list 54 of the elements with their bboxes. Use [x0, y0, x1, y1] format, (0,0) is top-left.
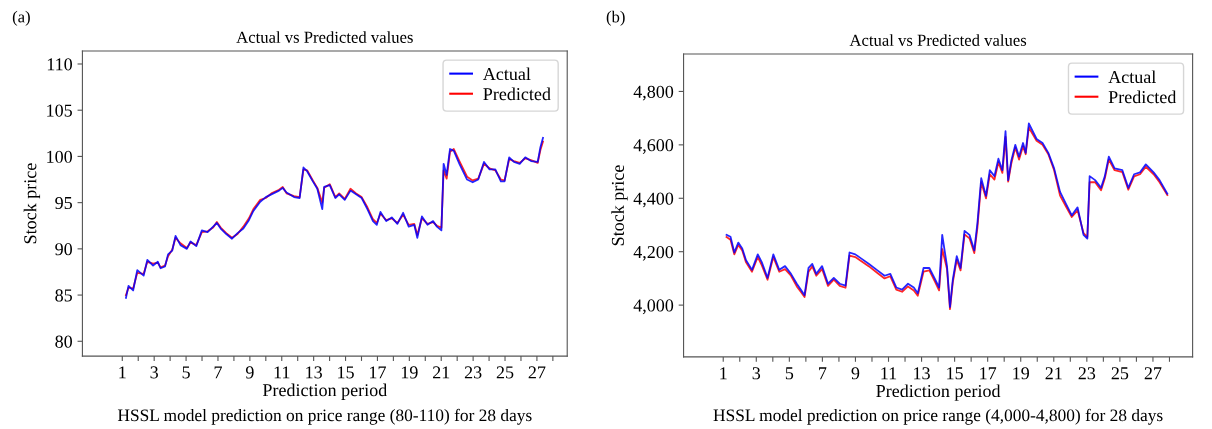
x-tick-label: 23: [464, 366, 482, 379]
y-tick-label: 4,800: [633, 85, 674, 101]
x-tick-label: 15: [947, 367, 963, 380]
legend-label: Predicted: [483, 87, 551, 101]
y-tick-label: 85: [55, 289, 72, 302]
y-tick-label: 95: [55, 196, 72, 210]
x-tick-label: 17: [980, 367, 997, 380]
y-axis-title: Stock price: [23, 163, 41, 244]
text: (b): [606, 10, 625, 26]
x-tick-label: 19: [401, 366, 418, 379]
x-tick-label: 5: [182, 366, 190, 379]
y-tick-label: 4,400: [633, 192, 674, 208]
y-tick-label: 90: [55, 243, 73, 256]
y-tick-label: 110: [47, 58, 73, 71]
x-tick-label: 23: [1078, 367, 1096, 380]
x-tick-label: 3: [752, 367, 761, 380]
x-tick-label: 21: [433, 366, 450, 379]
x-tick-label: 13: [306, 366, 322, 379]
text: HSSL model prediction on price range (80-110) for 28 days: [117, 408, 532, 425]
y-tick-label: 4,200: [633, 245, 674, 261]
x-tick-label: 1: [720, 367, 727, 380]
chart-title: Actual vs Predicted values: [236, 31, 413, 43]
chart-title: Actual vs Predicted values: [849, 34, 1027, 46]
x-tick-label: 9: [851, 367, 860, 380]
x-tick-label: 25: [1111, 367, 1129, 380]
x-tick-label: 7: [214, 366, 222, 379]
x-tick-label: 27: [1144, 367, 1162, 380]
text: (a): [12, 10, 30, 26]
x-tick-label: 25: [496, 366, 514, 379]
x-tick-label: 15: [338, 366, 354, 379]
x-tick-label: 1: [119, 366, 126, 379]
x-axis-title: Prediction period: [262, 383, 388, 400]
x-tick-label: 3: [150, 366, 158, 379]
y-axis-title: Stock price: [611, 165, 628, 246]
x-tick-label: 13: [914, 367, 930, 380]
y-tick-label: 80: [55, 335, 73, 348]
text: HSSL model prediction on price range (4,000-4,800) for 28 days: [713, 408, 1163, 425]
legend-label: Actual: [1108, 70, 1156, 84]
x-axis-title: Prediction period: [876, 384, 1001, 401]
x-tick-label: 5: [785, 367, 794, 380]
x-tick-label: 17: [370, 366, 386, 379]
x-tick-label: 11: [274, 366, 290, 379]
x-tick-label: 19: [1013, 367, 1030, 380]
y-tick-label: 4,600: [633, 139, 674, 154]
x-tick-label: 11: [881, 367, 897, 380]
x-tick-label: 21: [1045, 367, 1062, 380]
x-tick-label: 7: [819, 367, 827, 380]
x-tick-label: 9: [245, 366, 254, 379]
x-tick-label: 27: [528, 366, 546, 379]
legend-label: Actual: [482, 67, 531, 81]
legend-label: Predicted: [1108, 90, 1177, 104]
y-tick-label: 105: [47, 104, 72, 117]
y-tick-label: 4,000: [633, 299, 674, 315]
y-tick-label: 100: [47, 150, 73, 163]
